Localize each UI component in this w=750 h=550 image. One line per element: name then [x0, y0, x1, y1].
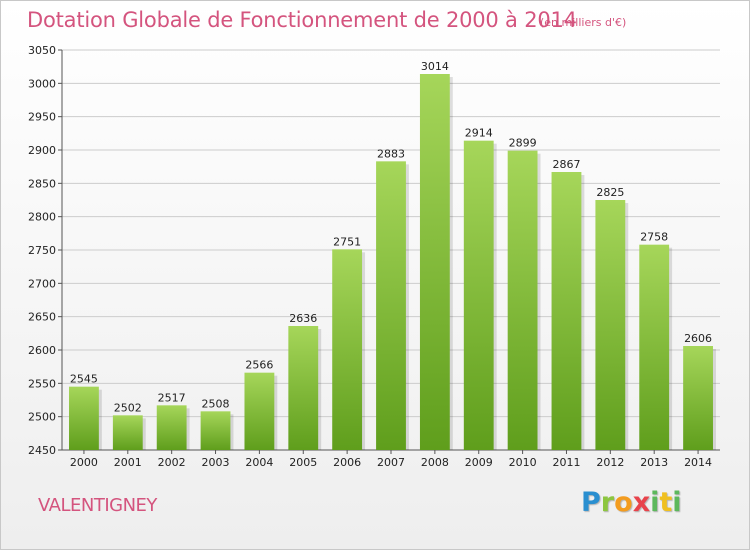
bar [69, 386, 99, 450]
logo-letter: i [650, 487, 660, 518]
y-tick-label: 3050 [28, 44, 56, 57]
bar [595, 200, 626, 450]
x-tick-label: 2002 [158, 456, 186, 469]
x-tick-label: 2006 [333, 456, 361, 469]
chart-title: Dotation Globale de Fonctionnement de 20… [27, 8, 577, 32]
data-label: 2751 [333, 235, 361, 248]
data-label: 2545 [70, 373, 98, 386]
y-tick-label: 2950 [28, 111, 56, 124]
bar [683, 346, 713, 450]
logo-letter: i [672, 487, 682, 518]
data-label: 2883 [377, 147, 405, 160]
data-label: 2508 [202, 397, 230, 410]
data-label: 2502 [114, 401, 142, 414]
y-tick-label: 2900 [28, 144, 56, 157]
logo-letter: r [600, 487, 615, 518]
x-tick-label: 2000 [70, 456, 98, 469]
data-label: 2899 [509, 137, 537, 150]
data-label: 2566 [245, 359, 273, 372]
bar [332, 249, 363, 450]
bar [507, 150, 538, 450]
x-tick-label: 2007 [377, 456, 405, 469]
x-tick-label: 2001 [114, 456, 142, 469]
data-label: 2517 [158, 391, 186, 404]
bar [156, 405, 187, 450]
x-tick-label: 2013 [640, 456, 668, 469]
data-label: 2758 [640, 231, 668, 244]
bar [463, 140, 494, 450]
y-tick-label: 2550 [28, 377, 56, 390]
unit-label: (en milliers d'€) [540, 16, 627, 29]
y-tick-label: 2700 [28, 277, 56, 290]
x-tick-label: 2011 [552, 456, 580, 469]
bar [376, 161, 406, 451]
x-tick-label: 2014 [684, 456, 712, 469]
bar [419, 74, 450, 450]
y-tick-label: 2850 [28, 177, 56, 190]
bar [200, 411, 231, 450]
x-tick-label: 2010 [509, 456, 537, 469]
y-tick-label: 2800 [28, 211, 56, 224]
data-label: 2825 [596, 186, 624, 199]
x-tick-label: 2003 [202, 456, 230, 469]
bars [69, 74, 716, 451]
x-tick-label: 2005 [289, 456, 317, 469]
logo-letter: x [632, 487, 651, 518]
y-tick-label: 2450 [28, 444, 56, 457]
y-tick-label: 2500 [28, 411, 56, 424]
y-tick-label: 2650 [28, 311, 56, 324]
y-tick-label: 2600 [28, 344, 56, 357]
logo-letter: P [581, 487, 601, 518]
bar [551, 172, 582, 450]
x-tick-label: 2012 [596, 456, 624, 469]
y-tick-label: 3000 [28, 77, 56, 90]
x-tick-label: 2004 [245, 456, 273, 469]
data-label: 2914 [465, 127, 493, 140]
data-label: 2606 [684, 332, 712, 345]
logo-letter: o [614, 487, 633, 518]
data-label: 2867 [552, 158, 580, 171]
x-tick-label: 2009 [465, 456, 493, 469]
bar [112, 415, 143, 450]
data-label: 3014 [421, 60, 449, 73]
y-tick-label: 2750 [28, 244, 56, 257]
labels: 2450 2500 2550 2600 2650 2700 2750 2800 2850 2900… [28, 44, 712, 469]
x-tick-label: 2008 [421, 456, 449, 469]
commune-name: VALENTIGNEY [38, 495, 157, 516]
bar [288, 326, 319, 450]
proxiti-logo: Proxiti [581, 487, 682, 518]
data-label: 2636 [289, 312, 317, 325]
bar [244, 372, 275, 450]
bar [639, 244, 670, 450]
logo-letter: t [659, 487, 673, 518]
